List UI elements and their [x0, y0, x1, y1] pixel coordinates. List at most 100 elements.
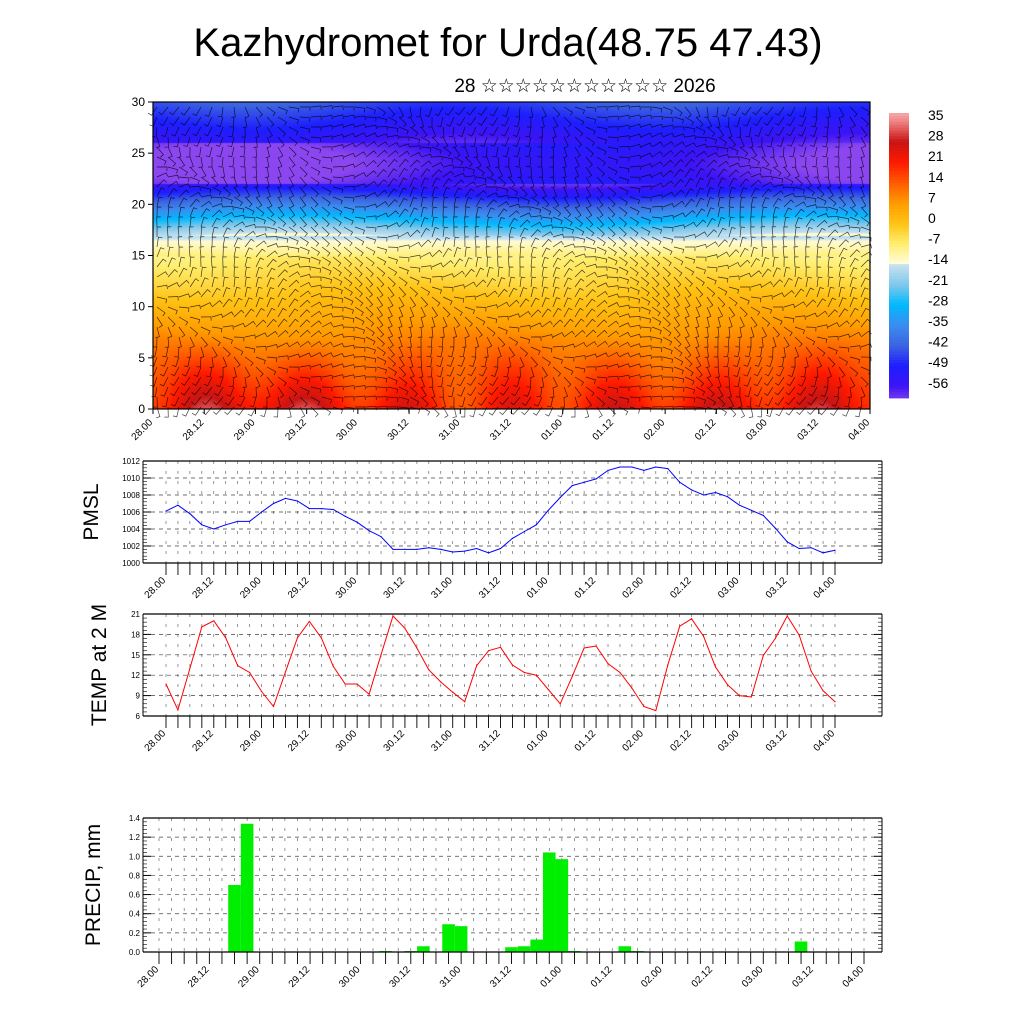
wind-barb — [574, 342, 587, 348]
wind-barb — [343, 335, 355, 341]
wind-barb — [705, 316, 710, 329]
wind-barb — [233, 336, 245, 342]
wind-barb — [299, 329, 311, 338]
wind-barb — [860, 243, 873, 249]
wind-barb — [365, 180, 377, 188]
wind-barb — [444, 106, 455, 116]
wind-barb — [321, 135, 333, 140]
wind-barb — [811, 116, 818, 128]
wind-barb — [714, 356, 719, 368]
wind-barb — [820, 386, 829, 397]
wind-barb — [857, 396, 863, 408]
wind-barb — [398, 231, 411, 238]
wind-barb — [170, 376, 180, 386]
wind-barb — [449, 336, 455, 348]
x-tick-label: 02.12 — [690, 964, 716, 990]
wind-barb — [838, 266, 845, 278]
wind-barb — [183, 356, 191, 368]
wind-barb — [574, 106, 585, 115]
temp-point — [392, 615, 394, 617]
wind-barb — [211, 336, 221, 347]
wind-barb — [398, 150, 410, 158]
wind-barb — [178, 293, 191, 298]
wind-barb — [204, 136, 213, 147]
wind-barb — [488, 396, 499, 406]
wind-barb — [695, 243, 708, 249]
wind-barb — [788, 366, 796, 377]
wind-barb — [585, 353, 598, 358]
wind-barb — [705, 356, 710, 369]
wind-barb — [442, 178, 453, 188]
wind-barb — [716, 116, 721, 128]
wind-barb — [255, 297, 264, 308]
wind-barb — [717, 227, 727, 238]
wind-barb — [596, 216, 604, 228]
wind-barb — [376, 376, 388, 383]
wind-barb — [772, 316, 783, 325]
wind-barb — [739, 272, 752, 278]
wind-barb — [860, 236, 872, 242]
wind-barb — [419, 116, 425, 129]
wind-barb — [222, 196, 233, 205]
wind-barb — [541, 266, 548, 278]
wind-barb — [408, 346, 413, 358]
wind-barb — [519, 287, 528, 298]
wind-barb — [156, 316, 163, 328]
wind-barb — [262, 396, 268, 408]
wind-barb — [728, 156, 740, 161]
wind-barb — [651, 276, 660, 288]
wind-barb — [530, 336, 542, 341]
wind-barb — [456, 366, 466, 377]
wind-barb — [618, 206, 628, 217]
wind-barb — [783, 256, 789, 268]
wind-barb — [178, 206, 185, 218]
x-tick-label: 29.00 — [232, 417, 258, 443]
wind-barb — [607, 363, 620, 369]
wind-barb — [228, 126, 235, 138]
wind-barb — [332, 216, 342, 227]
wind-barb — [813, 366, 819, 378]
wind-barb — [860, 307, 870, 318]
wind-barb — [222, 256, 227, 268]
colorbar-label: -42 — [928, 334, 948, 350]
wind-barb — [244, 247, 253, 258]
wind-barb — [398, 244, 411, 249]
wind-barb — [189, 278, 200, 288]
wind-barb — [222, 287, 231, 298]
y-tick-label: 0.4 — [129, 910, 141, 919]
wind-barb — [834, 146, 840, 158]
wind-barb — [574, 287, 584, 298]
x-tick-label: 02.12 — [693, 417, 719, 443]
temp-point — [499, 646, 502, 648]
wind-barb — [299, 396, 308, 408]
wind-barb — [222, 219, 233, 228]
wind-barb — [640, 216, 651, 225]
x-tick-label: 03.12 — [790, 964, 816, 990]
wind-barb — [387, 134, 399, 140]
wind-barb — [354, 286, 363, 297]
wind-barb — [508, 326, 520, 333]
colorbar-swatch — [889, 380, 909, 384]
wind-barb — [420, 252, 433, 258]
wind-barb — [761, 206, 768, 218]
wind-barb — [761, 216, 766, 228]
wind-barb — [277, 330, 289, 338]
wind-barb — [849, 116, 856, 128]
wind-barb — [640, 114, 652, 120]
wind-barb — [552, 257, 562, 268]
y-tick-label: 5 — [138, 351, 145, 365]
wind-barb — [266, 307, 276, 318]
wind-barb — [549, 166, 555, 178]
wind-barb — [453, 316, 461, 328]
wind-barb — [739, 406, 746, 419]
wind-barb — [365, 215, 377, 220]
wind-barb — [822, 146, 829, 158]
wind-barb — [299, 273, 312, 279]
wind-barb — [398, 143, 411, 148]
wind-barb — [662, 226, 674, 232]
wind-barb — [497, 226, 503, 238]
wind-barb — [629, 276, 640, 286]
wind-barb — [497, 194, 509, 200]
wind-barb — [673, 126, 685, 131]
wind-barb — [563, 386, 569, 399]
